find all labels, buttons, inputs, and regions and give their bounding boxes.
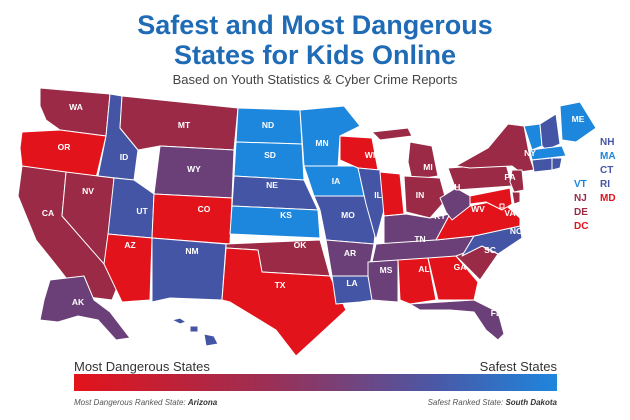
legend-safest-label: Safest States <box>479 359 557 374</box>
subtitle: Based on Youth Statistics & Cyber Crime … <box>172 72 458 87</box>
state-labels: WA OR CA NV ID MT WY UT AZ CO NM ND SD N… <box>42 102 585 343</box>
label-AR: AR <box>344 248 356 258</box>
label-KS: KS <box>280 210 292 220</box>
state-GA <box>427 255 479 301</box>
label-MO: MO <box>341 210 355 220</box>
label-MS: MS <box>380 265 393 275</box>
label-IL: IL <box>374 190 382 200</box>
footnote-most-dangerous-prefix: Most Dangerous Ranked State: <box>74 398 186 407</box>
state-HI <box>171 317 219 347</box>
state-MS <box>367 259 399 303</box>
state-DE <box>511 191 521 205</box>
label-VA: VA <box>504 208 515 218</box>
label-NC: NC <box>510 226 522 236</box>
state-AK <box>39 275 131 341</box>
label-OH: OH <box>448 182 461 192</box>
label-CA: CA <box>42 208 54 218</box>
label-NM: NM <box>185 246 198 256</box>
label-NV: NV <box>82 186 94 196</box>
state-IN <box>379 171 405 217</box>
state-NM <box>151 237 227 303</box>
label-AL: AL <box>418 264 429 274</box>
legend-gradient-bar <box>74 374 557 391</box>
label-CO: CO <box>198 204 211 214</box>
label-ID: ID <box>120 152 129 162</box>
state-AR <box>325 239 375 277</box>
legend-most-dangerous-label: Most Dangerous States <box>74 359 210 374</box>
state-SD <box>233 141 305 181</box>
state-AL <box>397 257 437 305</box>
label-OR: OR <box>58 142 71 152</box>
label-AK: AK <box>72 297 85 307</box>
label-LA: LA <box>346 278 357 288</box>
side-label-RI: RI <box>600 179 610 190</box>
label-WV: WV <box>471 204 485 214</box>
label-NY: NY <box>524 148 536 158</box>
label-KY: KY <box>434 211 446 221</box>
footnote-most-dangerous: Most Dangerous Ranked State: Arizona <box>74 398 217 407</box>
label-GA: GA <box>454 262 467 272</box>
label-NE: NE <box>266 180 278 190</box>
state-KS <box>229 205 321 239</box>
label-MT: MT <box>178 120 191 130</box>
state-LA <box>331 275 375 305</box>
footnote-safest: Safest Ranked State: South Dakota <box>428 398 557 407</box>
footnote-most-dangerous-value: Arizona <box>187 398 218 407</box>
side-label-MD: MD <box>600 193 616 204</box>
label-WA: WA <box>69 102 83 112</box>
label-TN: TN <box>414 234 425 244</box>
label-UT: UT <box>136 206 148 216</box>
label-MN: MN <box>315 138 328 148</box>
state-ME <box>559 101 597 143</box>
page-title: Safest and Most Dangerous <box>137 10 493 40</box>
side-label-DE: DE <box>574 207 588 218</box>
side-label-NJ: NJ <box>574 193 587 204</box>
label-OK: OK <box>294 240 308 250</box>
state-MA <box>529 145 567 161</box>
footnote-safest-prefix: Safest Ranked State: <box>427 398 504 407</box>
side-label-CT: CT <box>600 165 614 176</box>
state-IL <box>357 167 385 241</box>
label-AZ: AZ <box>124 240 135 250</box>
state-NH <box>539 113 561 151</box>
state-WA <box>39 87 111 137</box>
state-OR <box>19 129 107 179</box>
state-CO <box>151 193 233 245</box>
state-VA <box>435 199 521 241</box>
state-NY <box>455 123 535 173</box>
side-label-DC: DC <box>574 221 589 232</box>
state-AZ <box>103 233 153 303</box>
label-SD: SD <box>264 150 276 160</box>
state-DC <box>499 203 505 209</box>
side-label-NH: NH <box>600 137 615 148</box>
page-title-line2: States for Kids Online <box>173 40 457 70</box>
label-FL: FL <box>491 308 501 318</box>
label-WY: WY <box>187 164 201 174</box>
state-OH <box>403 175 447 219</box>
footnote-safest-value: South Dakota <box>505 398 557 407</box>
label-HI: HI <box>193 333 202 343</box>
label-ND: ND <box>262 120 274 130</box>
label-IN: IN <box>416 190 425 200</box>
state-NJ <box>509 169 525 193</box>
label-WI: WI <box>365 150 375 160</box>
label-TX: TX <box>275 280 286 290</box>
state-FL <box>409 299 505 341</box>
label-SC: SC <box>484 245 496 255</box>
state-CT <box>531 157 553 173</box>
side-label-MA: MA <box>600 151 616 162</box>
state-TX <box>221 247 347 357</box>
label-ME: ME <box>572 114 585 124</box>
label-IA: IA <box>332 176 341 186</box>
side-label-VT: VT <box>574 179 587 190</box>
label-MI: MI <box>423 162 432 172</box>
state-RI <box>551 157 563 171</box>
label-PA: PA <box>504 172 515 182</box>
